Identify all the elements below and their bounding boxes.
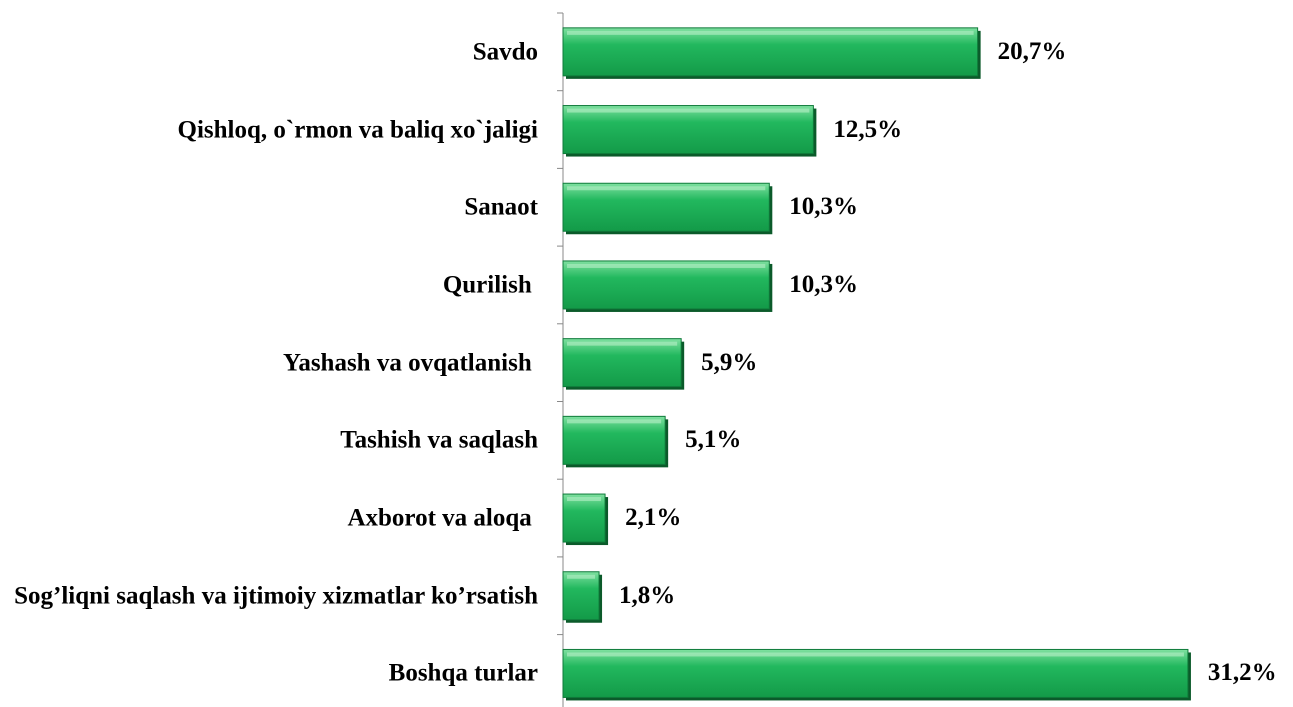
bar-highlight — [567, 108, 810, 113]
value-label: 12,5% — [833, 116, 902, 144]
bar — [562, 493, 606, 543]
bar-highlight — [567, 419, 662, 424]
value-label-text: 31,2% — [1207, 659, 1277, 687]
category-label: Sanaot — [0, 193, 538, 222]
category-label: Boshqa turlar — [0, 659, 538, 688]
value-label-text: 1,8% — [619, 581, 676, 609]
bar — [562, 105, 814, 155]
value-label-text: 5,9% — [701, 348, 758, 376]
bar-highlight — [567, 186, 766, 191]
bar — [562, 338, 682, 388]
category-label: Yashash va ovqatlanish — [0, 348, 538, 377]
bar — [562, 415, 666, 465]
bar-highlight — [567, 263, 766, 268]
value-label-text: 20,7% — [997, 37, 1067, 65]
bar-highlight — [567, 497, 602, 502]
value-label-text: 10,3% — [789, 193, 859, 221]
bar — [562, 260, 770, 310]
value-label: 31,2% — [1208, 659, 1277, 687]
category-label-text: Sanaot — [464, 193, 538, 221]
value-label-text: 2,1% — [625, 504, 682, 532]
bar — [562, 648, 1189, 698]
value-label: 5,9% — [701, 349, 757, 377]
category-label-text: Qishloq, o`rmon va baliq xo`jaligi — [177, 116, 538, 144]
category-label: Tashish va saqlash — [0, 426, 538, 455]
bar — [562, 571, 600, 621]
value-label: 10,3% — [789, 271, 858, 299]
category-label-text: Axborot va aloqa — [347, 504, 538, 532]
category-label: Qishloq, o`rmon va baliq xo`jaligi — [0, 115, 538, 144]
bar-highlight — [567, 341, 678, 346]
category-label: Savdo — [0, 37, 538, 66]
category-label-text: Tashish va saqlash — [340, 426, 538, 454]
value-label-text: 10,3% — [789, 270, 859, 298]
category-label: Axborot va aloqa — [0, 504, 538, 533]
value-label: 20,7% — [998, 38, 1067, 66]
bar-highlight — [567, 652, 1184, 657]
category-label-text: Yashash va ovqatlanish — [283, 349, 538, 377]
category-label-text: Savdo — [472, 38, 538, 66]
value-label-text: 12,5% — [833, 115, 903, 143]
bar-highlight — [567, 574, 596, 579]
bar-highlight — [567, 30, 974, 35]
value-label: 10,3% — [789, 193, 858, 221]
category-label: Sog’liqni saqlash va ijtimoiy xizmatlar … — [0, 581, 538, 610]
value-label: 5,1% — [685, 426, 741, 454]
category-label-text: Sog’liqni saqlash va ijtimoiy xizmatlar … — [14, 582, 538, 610]
bar — [562, 27, 979, 77]
category-label-text: Boshqa turlar — [388, 659, 538, 687]
value-label: 2,1% — [625, 504, 681, 532]
category-label-text: Qurilish — [442, 271, 538, 299]
bar — [562, 182, 770, 232]
value-label: 1,8% — [619, 582, 675, 610]
value-label-text: 5,1% — [685, 426, 742, 454]
category-label: Qurilish — [0, 270, 538, 299]
